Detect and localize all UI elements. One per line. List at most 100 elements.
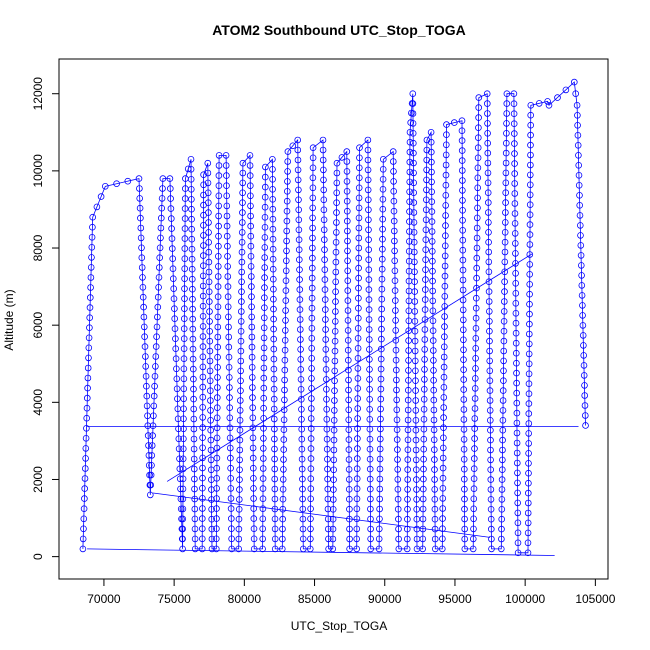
data-point: [410, 159, 417, 167]
data-point: [308, 375, 315, 382]
data-point: [501, 219, 509, 226]
data-point: [321, 276, 329, 283]
data-point: [206, 357, 214, 365]
data-point: [259, 515, 267, 523]
data-point: [142, 353, 149, 360]
data-point: [239, 189, 246, 197]
data-point: [429, 337, 437, 344]
data-point: [147, 491, 154, 499]
data-point: [376, 445, 384, 453]
data-point: [200, 222, 207, 229]
data-point: [526, 211, 534, 219]
data-point: [331, 327, 339, 335]
data-point: [498, 535, 505, 543]
data-point: [376, 495, 384, 503]
data-point: [512, 299, 520, 307]
data-point: [511, 220, 519, 227]
y-tick-label: 8000: [31, 234, 45, 261]
data-point: [189, 295, 196, 303]
data-point: [85, 354, 92, 362]
data-point: [189, 285, 196, 293]
data-point: [322, 326, 329, 333]
x-axis: 70000 75000 80000 85000 90000 95000 100000 1050…: [87, 578, 616, 606]
data-point: [299, 485, 306, 493]
data-point: [331, 367, 339, 375]
data-point: [236, 466, 243, 474]
data-point: [379, 196, 387, 203]
data-point: [411, 308, 419, 315]
data-point: [405, 357, 412, 364]
data-point: [139, 283, 147, 291]
data-point: [460, 346, 467, 354]
data-point: [249, 404, 257, 412]
data-point: [355, 214, 363, 222]
data-point: [431, 495, 439, 503]
data-point: [187, 176, 195, 183]
data-point: [270, 325, 277, 333]
data-point: [502, 169, 510, 177]
data-point: [144, 432, 152, 439]
data-point: [249, 394, 256, 401]
data-point: [514, 489, 521, 497]
data-point: [485, 219, 492, 226]
data-point: [512, 339, 520, 347]
data-point: [410, 219, 418, 226]
data-point: [247, 232, 255, 240]
data-point: [501, 229, 509, 236]
data-point: [376, 455, 384, 463]
data-point: [391, 297, 399, 304]
data-point: [332, 248, 340, 256]
data-point: [299, 495, 306, 503]
data-point: [204, 179, 212, 187]
data-point: [526, 300, 533, 308]
data-point: [150, 392, 158, 400]
data-point: [188, 186, 195, 193]
data-point: [189, 305, 196, 313]
data-point: [409, 110, 417, 117]
data-point: [525, 400, 533, 407]
y-axis-label: Altitude (m): [2, 289, 16, 350]
data-point: [80, 515, 88, 523]
data-point: [237, 377, 244, 385]
data-point: [187, 166, 195, 173]
data-point: [461, 485, 468, 493]
data-point: [191, 535, 199, 543]
data-point: [333, 199, 340, 207]
data-point: [410, 248, 418, 256]
data-point: [420, 415, 428, 423]
data-point: [439, 484, 447, 492]
data-point: [269, 265, 277, 273]
data-point: [190, 425, 198, 433]
data-point: [227, 485, 235, 492]
data-point: [299, 475, 306, 483]
data-point: [246, 172, 254, 179]
data-point: [269, 186, 276, 193]
data-point: [309, 144, 317, 152]
data-point: [410, 179, 418, 187]
data-point: [214, 404, 221, 412]
data-point: [214, 273, 222, 280]
data-point: [421, 336, 429, 343]
data-point: [329, 525, 337, 533]
data-point: [378, 315, 385, 323]
data-point: [271, 435, 278, 443]
data-point: [345, 376, 352, 384]
data-point: [365, 336, 373, 343]
data-point: [168, 235, 176, 242]
data-point: [440, 414, 447, 421]
data-point: [353, 485, 361, 493]
data-point: [501, 258, 509, 266]
data-point: [188, 205, 195, 213]
data-point: [156, 244, 164, 252]
data-point: [170, 275, 177, 283]
data-point: [412, 466, 420, 474]
data-point: [581, 412, 589, 419]
data-point: [439, 444, 447, 452]
data-point: [294, 166, 302, 174]
data-point: [487, 486, 495, 493]
data-point: [235, 505, 243, 513]
data-point: [281, 336, 289, 344]
data-point: [486, 327, 493, 335]
data-point: [486, 367, 494, 375]
data-point: [295, 226, 303, 234]
